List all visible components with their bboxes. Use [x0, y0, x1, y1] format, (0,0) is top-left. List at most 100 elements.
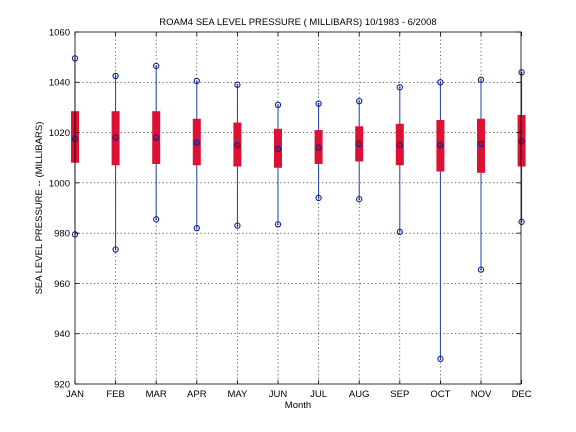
x-tick-label: OCT — [430, 389, 450, 400]
min-marker — [234, 222, 241, 229]
median-marker — [477, 140, 485, 148]
x-tick-label: APR — [187, 389, 207, 400]
box-mar — [152, 62, 161, 223]
max-marker-dot — [480, 78, 482, 81]
min-marker-dot — [399, 231, 401, 233]
median-marker — [153, 134, 160, 141]
box-oct — [436, 79, 445, 363]
min-marker — [396, 228, 403, 236]
min-marker — [274, 221, 282, 228]
y-tick-label: 1020 — [49, 128, 70, 139]
median-marker — [193, 139, 200, 146]
y-tick-label: 1000 — [49, 178, 70, 189]
box-apr — [192, 77, 201, 232]
median-marker-dot — [439, 144, 442, 146]
max-marker — [234, 81, 241, 88]
max-marker-dot — [277, 104, 279, 106]
x-tick-label: JUN — [269, 389, 288, 400]
median-marker — [274, 145, 282, 153]
median-marker-dot — [399, 144, 401, 146]
max-marker — [356, 97, 363, 105]
x-tick-label: MAR — [146, 389, 167, 400]
min-marker-dot — [196, 227, 198, 229]
median-marker — [518, 138, 525, 145]
max-marker-dot — [114, 75, 117, 77]
box-nov — [477, 76, 485, 273]
min-marker — [437, 355, 444, 363]
min-marker-dot — [358, 198, 361, 200]
min-marker — [356, 196, 363, 203]
box-aug — [355, 97, 364, 203]
y-tick-label: 980 — [54, 229, 70, 240]
max-marker — [153, 62, 160, 70]
y-tick-label: 1040 — [49, 78, 70, 89]
median-marker — [356, 140, 363, 148]
min-marker-dot — [236, 224, 239, 227]
max-marker — [437, 79, 444, 86]
max-marker-dot — [155, 65, 157, 67]
x-tick-label: MAY — [227, 389, 248, 400]
iqr-box — [477, 118, 485, 173]
min-marker — [193, 224, 200, 232]
min-marker — [477, 266, 485, 273]
median-marker — [437, 141, 444, 149]
max-marker-dot — [358, 100, 361, 102]
max-marker — [477, 76, 485, 83]
y-tick-label: 940 — [54, 329, 70, 340]
x-tick-label: DEC — [512, 389, 532, 400]
min-marker — [518, 218, 525, 225]
max-marker — [112, 72, 119, 80]
median-marker-dot — [196, 141, 198, 144]
y-axis-label: SEA LEVEL PRESSURE -- (MILLIBARS) — [34, 122, 45, 295]
box-jul — [314, 100, 323, 202]
max-marker-dot — [439, 81, 442, 84]
min-marker — [315, 194, 322, 202]
box-may — [233, 81, 242, 229]
x-tick-label: SEP — [390, 389, 409, 400]
median-marker-dot — [155, 136, 157, 139]
x-tick-label: AUG — [349, 389, 370, 400]
max-marker — [518, 69, 525, 76]
min-marker-dot — [439, 358, 442, 360]
median-marker-dot — [114, 136, 117, 139]
x-tick-label: JAN — [66, 389, 84, 400]
min-marker-dot — [277, 223, 279, 226]
max-marker-dot — [399, 86, 401, 89]
max-marker — [315, 100, 322, 107]
axes — [74, 31, 522, 385]
min-marker-dot — [317, 197, 320, 199]
min-marker — [153, 216, 160, 223]
min-marker-dot — [114, 248, 117, 251]
max-marker-dot — [196, 80, 198, 82]
tick-labels: 920 940 960 980 1000 1020 1040 1060 JAN FEB MAR APR… — [49, 27, 532, 400]
max-marker-dot — [317, 102, 320, 105]
max-marker — [396, 84, 403, 91]
median-marker-dot — [358, 143, 361, 145]
box-jun — [274, 101, 282, 228]
median-marker — [234, 141, 241, 149]
median-marker-dot — [480, 143, 482, 145]
max-marker — [193, 77, 200, 85]
x-tick-label: JUL — [310, 389, 327, 400]
median-marker-dot — [317, 146, 320, 149]
plot-area — [75, 32, 521, 384]
median-marker-dot — [277, 148, 279, 150]
median-marker — [112, 134, 119, 141]
min-marker-dot — [480, 268, 482, 271]
chart-title: ROAM4 SEA LEVEL PRESSURE ( MILLIBARS) 10… — [159, 17, 436, 28]
min-marker-dot — [155, 218, 157, 221]
y-tick-label: 1060 — [49, 27, 70, 38]
box-sep — [395, 84, 404, 236]
y-tick-label: 960 — [54, 279, 70, 290]
median-marker-dot — [236, 144, 239, 146]
axes-frame — [74, 31, 522, 385]
x-axis-label: Month — [285, 400, 311, 411]
max-marker — [274, 101, 282, 109]
median-marker — [315, 144, 322, 151]
y-tick-label: 920 — [54, 379, 70, 390]
x-tick-label: FEB — [106, 389, 124, 400]
x-tick-label: NOV — [471, 389, 492, 400]
median-marker — [396, 141, 403, 149]
min-marker — [112, 246, 119, 253]
